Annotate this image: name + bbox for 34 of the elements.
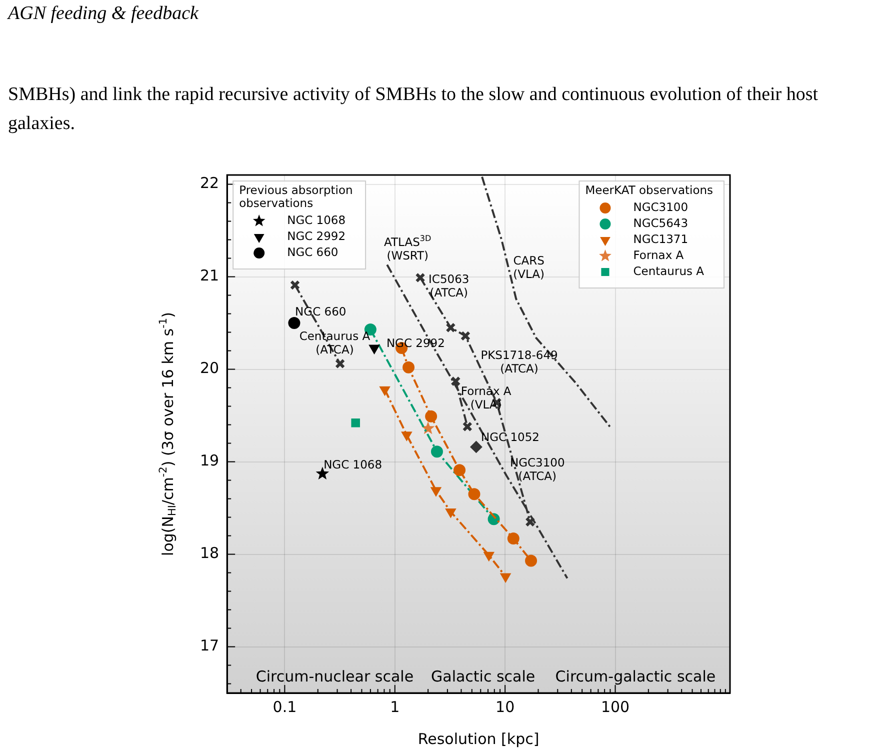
y-tick-label: 19 bbox=[200, 452, 220, 470]
x-tick-label: 1 bbox=[390, 698, 400, 716]
annotation: Circum-nuclear scale bbox=[256, 667, 414, 686]
legend-label: NGC 1068 bbox=[287, 212, 346, 227]
chart-subtitle: SMBHs) and link the rapid recursive activity of SMBHs to the slow and continuous evolution of their host galaxies. bbox=[8, 83, 820, 136]
x-axis-title: Resolution [kpc] bbox=[418, 730, 540, 748]
y-tick-label: 21 bbox=[200, 266, 220, 285]
y-tick-label: 22 bbox=[200, 174, 220, 192]
annotation: NGC 660 bbox=[295, 304, 346, 318]
legend-label: NGC 660 bbox=[287, 244, 338, 259]
text: MeerKAT observations bbox=[585, 182, 714, 197]
y-tick-label: 17 bbox=[200, 636, 220, 655]
annotation: IC5063 (ATCA) bbox=[428, 272, 470, 300]
annotation: NGC 1068 bbox=[324, 458, 382, 472]
legend-label: Centaurus A bbox=[633, 264, 704, 278]
annotation: Circum-galactic scale bbox=[555, 667, 716, 686]
legend-label: NGC3100 bbox=[633, 200, 688, 214]
legend-label: NGC 2992 bbox=[287, 228, 346, 243]
x-tick-label: 10 bbox=[496, 698, 515, 716]
y-tick-label: 20 bbox=[200, 359, 220, 378]
legend-label: Fornax A bbox=[633, 248, 684, 262]
annotation: Galactic scale bbox=[431, 667, 536, 686]
y-axis-title: log(NHI/cm-2) (3σ over 16 km s-1) bbox=[158, 312, 179, 556]
legend-label: NGC5643 bbox=[633, 216, 688, 230]
legend-label: NGC1371 bbox=[633, 232, 688, 246]
annotation: CARS (VLA) bbox=[513, 253, 545, 281]
x-tick-label: 100 bbox=[600, 698, 630, 716]
x-tick-label: 0.1 bbox=[272, 698, 297, 716]
annotation: NGC 1052 bbox=[480, 430, 540, 444]
text: Previous absorption observations bbox=[239, 182, 353, 210]
y-tick-label: 18 bbox=[200, 544, 220, 562]
chart-title: AGN feeding & feedback bbox=[8, 3, 198, 25]
annotation: Centaurus A (ATCA) bbox=[299, 329, 370, 357]
annotation: NGC3100 (ATCA) bbox=[510, 455, 565, 483]
